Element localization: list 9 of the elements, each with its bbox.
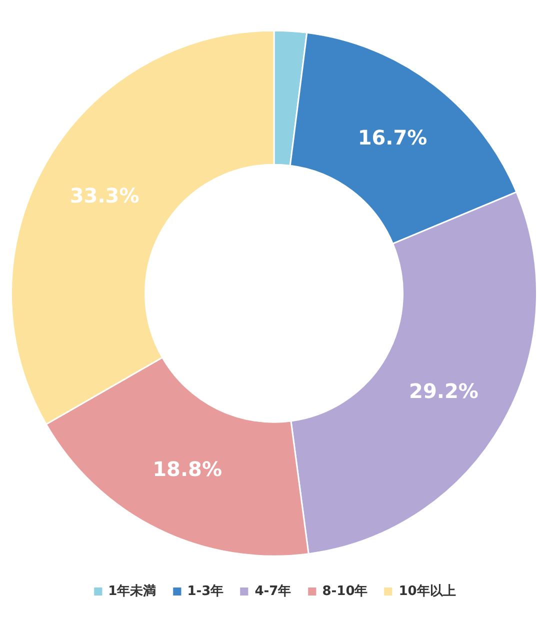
legend-label: 1年未満 [108,583,156,600]
legend-label: 8-10年 [322,583,368,600]
data-label: 18.8% [152,456,222,481]
legend-label: 1-3年 [187,583,224,600]
data-label: 29.2% [409,378,478,403]
data-label: 33.3% [70,183,140,208]
data-label: 16.7% [358,126,428,150]
legend-label: 4-7年 [254,583,292,600]
legend-label: 10年以上 [398,583,456,600]
